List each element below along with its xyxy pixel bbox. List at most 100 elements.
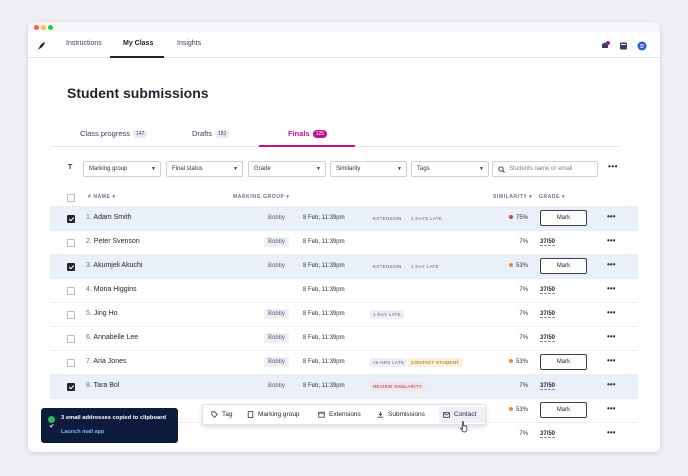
filter-similarity[interactable]: Similarity ▼ — [330, 161, 407, 177]
mark-button[interactable]: Mark — [540, 258, 587, 274]
row-more-icon[interactable]: ••• — [607, 332, 616, 341]
column-header-name[interactable]: # NAME ▾ — [88, 194, 116, 200]
row-checkbox[interactable] — [67, 287, 75, 295]
tag-button[interactable]: Tag — [211, 411, 232, 418]
table-row[interactable]: 1. Adam Smith Bobby 8 Feb, 11:39pm EXTEN… — [50, 206, 638, 230]
grade-value[interactable]: 37/50 — [540, 335, 556, 342]
filter-icon[interactable]: T — [68, 164, 73, 171]
row-more-icon[interactable]: ••• — [607, 260, 616, 269]
header-label: GRADE — [539, 194, 561, 200]
filter-tags[interactable]: Tags ▼ — [411, 161, 489, 177]
page-title: Student submissions — [67, 85, 209, 101]
table-row[interactable]: 6. Annabelle Lee Bobby 8 Feb, 11:39pm 7%… — [50, 326, 638, 350]
grade-value[interactable]: 37/50 — [540, 431, 556, 438]
similarity-score: 7% — [519, 239, 528, 245]
row-more-icon[interactable]: ••• — [607, 308, 616, 317]
row-more-icon[interactable]: ••• — [607, 380, 616, 389]
mail-icon — [443, 411, 450, 418]
nav-tab-my-class[interactable]: My Class — [123, 40, 154, 47]
student-name[interactable]: 6. Annabelle Lee — [86, 334, 139, 341]
row-checkbox[interactable] — [67, 311, 75, 319]
book-icon[interactable] — [619, 38, 628, 56]
row-more-icon[interactable]: ••• — [607, 428, 616, 437]
marking-group-chip: Bobby — [264, 333, 290, 343]
nav-tab-instructions[interactable]: Instructions — [66, 40, 102, 47]
similarity-score: 53% — [502, 359, 528, 365]
grade-value[interactable]: 37/50 — [540, 311, 556, 318]
contact-button[interactable]: Contact — [443, 411, 476, 418]
feather-logo-icon[interactable] — [37, 39, 46, 57]
student-name[interactable]: 7. Aria Jones — [86, 358, 127, 365]
mark-button[interactable]: Mark — [540, 210, 587, 226]
tab-drafts[interactable]: Drafts 181 — [192, 129, 230, 138]
tab-class-progress[interactable]: Class progress 147 — [80, 129, 148, 138]
table-row[interactable]: 7. Aria Jones Bobby 8 Feb, 11:39pm <5 HR… — [50, 350, 638, 374]
nav-tab-insights[interactable]: Insights — [177, 40, 202, 47]
column-header-marking-group[interactable]: MARKING GROUP ▾ — [233, 194, 290, 200]
status-badge: 1 DAY LATE — [370, 310, 404, 319]
status-badge: 2 DAYS LATE — [408, 214, 446, 223]
column-header-similarity[interactable]: SIMILARITY ▾ — [493, 194, 533, 200]
row-checkbox[interactable] — [67, 263, 75, 271]
student-name[interactable]: 1. Adam Smith — [86, 214, 132, 221]
row-more-icon[interactable]: ••• — [607, 284, 616, 293]
tag-icon — [211, 411, 218, 418]
submission-date: 8 Feb, 11:39pm — [303, 215, 345, 221]
more-options-icon[interactable]: ••• — [608, 162, 618, 171]
similarity-score: 7% — [519, 431, 528, 437]
launch-mail-app-link[interactable]: Launch mail app — [61, 429, 105, 435]
column-header-grade[interactable]: GRADE ▾ — [539, 194, 566, 200]
submission-date: 8 Feb, 11:39pm — [303, 383, 345, 389]
row-more-icon[interactable]: ••• — [607, 236, 616, 245]
row-checkbox[interactable] — [67, 383, 75, 391]
grade-value[interactable]: 37/50 — [540, 239, 556, 246]
grade-value[interactable]: 37/50 — [540, 383, 556, 390]
tab-finals[interactable]: Finals 125 — [288, 129, 328, 138]
row-checkbox[interactable] — [67, 359, 75, 367]
row-more-icon[interactable]: ••• — [607, 404, 616, 413]
marking-group-button[interactable]: Marking group — [247, 411, 300, 418]
minimize-window-button[interactable] — [41, 25, 46, 30]
student-name[interactable]: 8. Tara Bol — [86, 382, 120, 389]
mark-button[interactable]: Mark — [540, 402, 587, 418]
contact-hover-highlight — [439, 407, 485, 423]
bulk-action-bar: Tag Marking group Extensions Submissions… — [202, 404, 486, 425]
mark-button[interactable]: Mark — [540, 354, 587, 370]
chevron-down-icon: ▼ — [479, 166, 484, 172]
avatar[interactable]: D — [637, 38, 647, 56]
student-name[interactable]: 2. Peter Svenson — [86, 238, 140, 245]
row-checkbox[interactable] — [67, 239, 75, 247]
row-checkbox[interactable] — [67, 215, 75, 223]
similarity-score: 7% — [519, 335, 528, 341]
table-row[interactable]: 3. Akumjeli Akuchi Bobby 8 Feb, 11:39pm … — [50, 254, 638, 278]
maximize-window-button[interactable] — [48, 25, 53, 30]
search-icon — [498, 166, 505, 173]
document-icon — [247, 411, 254, 418]
filter-marking-group[interactable]: Marking group ▼ — [83, 161, 161, 177]
submission-date: 8 Feb, 11:39pm — [303, 239, 345, 245]
table-row[interactable]: 2. Peter Svenson Bobby 8 Feb, 11:39pm 7%… — [50, 230, 638, 254]
table-row[interactable]: 8. Tara Bol Bobby 8 Feb, 11:39pm REVIEW … — [50, 374, 638, 398]
table-row[interactable]: 5. Jing Ho Bobby 8 Feb, 11:39pm 1 DAY LA… — [50, 302, 638, 326]
filter-final-status[interactable]: Final status ▼ — [166, 161, 243, 177]
bell-icon[interactable] — [600, 38, 610, 56]
student-name[interactable]: 5. Jing Ho — [86, 310, 118, 317]
search-input[interactable]: Students name or email — [492, 161, 598, 177]
chevron-down-icon: ▼ — [151, 166, 156, 172]
row-more-icon[interactable]: ••• — [607, 212, 616, 221]
filter-grade[interactable]: Grade ▼ — [248, 161, 326, 177]
filter-label: Tags — [417, 166, 430, 172]
table-row[interactable]: 4. Mona Higgins 8 Feb, 11:39pm 7% 37/50 … — [50, 278, 638, 302]
close-window-button[interactable] — [34, 25, 39, 30]
grade-value[interactable]: 37/50 — [540, 287, 556, 294]
student-name[interactable]: 4. Mona Higgins — [86, 286, 137, 293]
extensions-button[interactable]: Extensions — [318, 411, 361, 418]
similarity-score: 53% — [502, 263, 528, 269]
student-name[interactable]: 3. Akumjeli Akuchi — [86, 262, 143, 269]
submissions-button[interactable]: Submissions — [377, 411, 425, 418]
row-more-icon[interactable]: ••• — [607, 356, 616, 365]
tab-label: Finals — [288, 129, 310, 138]
row-checkbox[interactable] — [67, 335, 75, 343]
table-row[interactable]: 53% Mark ••• — [50, 398, 638, 422]
select-all-checkbox[interactable] — [67, 194, 75, 202]
